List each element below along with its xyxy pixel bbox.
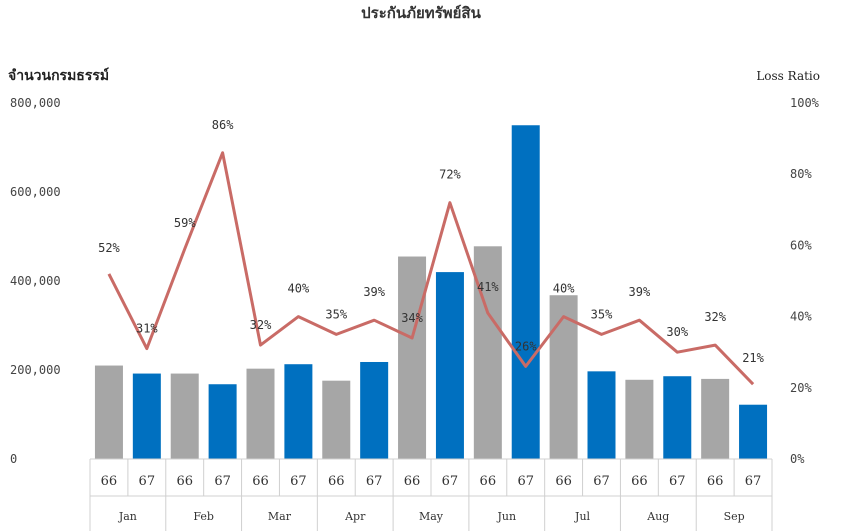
year-label: 66 — [631, 474, 648, 489]
y2-tick-label: 20% — [790, 381, 812, 395]
category-axis-table: 66 67 Jan 66 67 Feb 66 67 Mar 66 67 Apr 66 67 May 66 67 J… — [89, 458, 773, 531]
month-label-jul: Jul — [574, 510, 590, 523]
year-label: 66 — [176, 474, 193, 489]
y-axis-ticks: 800,000 600,000 400,000 200,000 0 — [10, 96, 61, 466]
month-label-may: May — [419, 510, 444, 523]
loss-ratio-label: 21% — [742, 351, 764, 365]
month-label-apr: Apr — [344, 510, 366, 523]
year-label: 67 — [139, 474, 156, 489]
y2-tick-label: 80% — [790, 167, 812, 181]
loss-ratio-label: 86% — [212, 118, 234, 132]
y-axis-title: จำนวนกรมธรรม์ — [8, 67, 109, 84]
year-label: 67 — [290, 474, 307, 489]
loss-ratio-label: 35% — [591, 307, 613, 321]
loss-ratio-labels: 52% 31% 59% 86% 32% 40% 35% 39% 34% 72% 41% 26% 40% 3… — [98, 118, 765, 365]
year-label: 67 — [366, 474, 383, 489]
year-label: 67 — [214, 474, 231, 489]
loss-ratio-line-layer — [107, 151, 755, 386]
bars — [94, 125, 768, 459]
loss-ratio-label: 39% — [363, 285, 385, 299]
y-tick-label: 800,000 — [10, 96, 61, 110]
month-label-sep: Sep — [724, 510, 745, 523]
month-label-aug: Aug — [646, 510, 669, 523]
year-label: 66 — [252, 474, 269, 489]
y-tick-label: 0 — [10, 452, 17, 466]
loss-ratio-label: 31% — [136, 322, 158, 336]
bar-67-feb — [208, 384, 237, 459]
chart-title: ประกันภัยทรัพย์สิน — [361, 4, 481, 22]
year-label: 67 — [745, 474, 762, 489]
month-label-feb: Feb — [193, 510, 214, 523]
y-tick-label: 600,000 — [10, 185, 61, 199]
loss-ratio-label: 32% — [704, 310, 726, 324]
y2-axis-ticks: 100% 80% 60% 40% 20% 0% — [790, 96, 820, 466]
loss-ratio-label: 39% — [629, 285, 651, 299]
bar-67-aug — [663, 376, 692, 459]
loss-ratio-label: 40% — [553, 282, 575, 296]
year-label: 67 — [442, 474, 459, 489]
y2-tick-label: 100% — [790, 96, 820, 110]
bar-67-jul — [587, 371, 616, 459]
year-label: 66 — [707, 474, 724, 489]
loss-ratio-label: 52% — [98, 241, 120, 255]
bar-67-sep — [739, 404, 768, 459]
bar-66-may — [398, 256, 427, 459]
year-label: 66 — [101, 474, 118, 489]
loss-ratio-line — [107, 151, 755, 386]
loss-ratio-label: 41% — [477, 280, 499, 294]
bar-67-may — [435, 272, 464, 459]
bar-66-jan — [94, 365, 123, 459]
loss-ratio-label: 26% — [515, 339, 537, 353]
y-tick-label: 400,000 — [10, 274, 61, 288]
y-tick-label: 200,000 — [10, 363, 61, 377]
bar-67-jun — [511, 125, 540, 459]
bar-67-jan — [132, 373, 161, 459]
y2-axis-title: Loss Ratio — [756, 69, 820, 83]
loss-ratio-label: 32% — [250, 318, 272, 332]
bar-67-apr — [360, 361, 389, 459]
loss-ratio-label: 59% — [174, 216, 196, 230]
month-label-jun: Jun — [496, 510, 516, 523]
loss-ratio-label: 72% — [439, 168, 461, 182]
bar-66-feb — [170, 373, 199, 459]
loss-ratio-label: 34% — [401, 311, 423, 325]
y2-tick-label: 60% — [790, 238, 812, 252]
year-label: 66 — [404, 474, 421, 489]
loss-ratio-label: 40% — [288, 282, 310, 296]
bar-67-mar — [284, 364, 313, 459]
bar-66-mar — [246, 368, 275, 459]
year-label: 67 — [593, 474, 610, 489]
year-label: 67 — [517, 474, 534, 489]
year-label: 66 — [555, 474, 572, 489]
year-label: 66 — [480, 474, 497, 489]
month-label-mar: Mar — [268, 510, 292, 523]
loss-ratio-label: 30% — [666, 325, 688, 339]
y2-tick-label: 40% — [790, 310, 812, 324]
bar-66-apr — [322, 380, 351, 459]
year-label: 67 — [669, 474, 686, 489]
month-label-jan: Jan — [118, 510, 137, 523]
year-label: 66 — [328, 474, 345, 489]
bar-66-jun — [473, 246, 502, 459]
bar-66-sep — [701, 378, 730, 459]
bar-66-aug — [625, 379, 654, 459]
y2-tick-label: 0% — [790, 452, 805, 466]
loss-ratio-label: 35% — [325, 307, 347, 321]
